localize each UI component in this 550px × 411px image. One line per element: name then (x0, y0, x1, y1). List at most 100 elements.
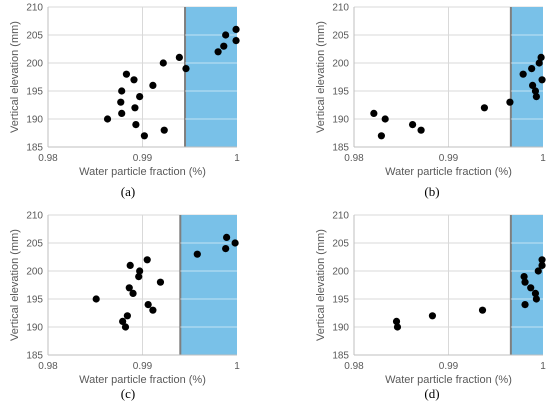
data-point (528, 65, 536, 73)
x-axis-title: Water particle fraction (%) (79, 374, 206, 386)
chart-panel: 185 190 195 200 205 210 0.98 0.99 1 Water particl… (9, 3, 240, 200)
x-tick-label: 0.98 (38, 153, 58, 164)
y-axis-title: Vertical elevation (mm) (9, 229, 21, 341)
data-point (140, 132, 148, 140)
data-point (214, 48, 222, 56)
data-point (527, 284, 535, 292)
y-tick-label: 195 (26, 87, 43, 98)
x-tick-label: 1 (234, 153, 240, 164)
data-point (377, 132, 386, 140)
x-tick-label: 1 (234, 361, 240, 372)
data-point (118, 87, 126, 95)
y-tick-label: 195 (332, 295, 349, 306)
y-tick-label: 185 (332, 351, 349, 362)
data-point (370, 109, 378, 117)
data-point (538, 76, 546, 84)
data-point (231, 239, 239, 247)
y-tick-label: 210 (26, 3, 43, 14)
data-point (519, 70, 527, 78)
chart-panel: 185 190 195 200 205 210 0.98 0.99 1 Water particl… (9, 211, 240, 402)
data-point (117, 98, 125, 106)
data-point (222, 31, 230, 39)
data-point (92, 295, 100, 303)
data-point (478, 306, 487, 314)
y-tick-label: 190 (332, 323, 349, 334)
data-point (220, 42, 228, 50)
y-tick-label: 200 (332, 59, 349, 70)
data-point (521, 278, 529, 286)
data-point (393, 323, 402, 331)
highlight-region (185, 7, 237, 147)
data-point (529, 81, 537, 89)
x-axis-title: Water particle fraction (%) (385, 166, 512, 178)
x-tick-label: 0.99 (133, 361, 153, 372)
data-point (143, 256, 151, 264)
y-tick-label: 185 (332, 143, 349, 154)
x-axis-title: Water particle fraction (%) (385, 374, 512, 386)
data-point (131, 104, 139, 112)
y-axis-title: Vertical elevation (mm) (315, 229, 327, 341)
data-point (521, 301, 529, 309)
y-tick-label: 200 (332, 267, 349, 278)
data-point (408, 121, 417, 129)
data-point (537, 53, 545, 62)
data-point (480, 104, 489, 112)
y-tick-label: 210 (332, 3, 349, 14)
chart-panel: 185 190 195 200 205 210 0.98 0.99 1 Water particl… (315, 3, 546, 200)
highlight-region (510, 7, 543, 147)
y-tick-label: 195 (26, 295, 43, 306)
data-point (135, 273, 143, 281)
data-point (132, 121, 140, 129)
data-point (149, 81, 157, 89)
y-tick-label: 210 (26, 211, 43, 222)
data-point (532, 93, 540, 101)
data-point (160, 126, 168, 134)
data-point (222, 245, 230, 253)
y-tick-label: 205 (332, 239, 349, 250)
data-point (534, 267, 542, 275)
chart-panel: 185 190 195 200 205 210 0.98 0.99 1 Water particl… (315, 211, 546, 402)
x-axis-title: Water particle fraction (%) (79, 166, 206, 178)
x-tick-label: 0.99 (133, 153, 153, 164)
x-tick-label: 0.98 (344, 361, 364, 372)
data-point (136, 93, 144, 101)
data-point (159, 59, 167, 67)
data-point (538, 261, 546, 269)
data-point (506, 98, 514, 106)
y-axis-title: Vertical elevation (mm) (315, 21, 327, 133)
data-point (232, 37, 240, 45)
data-point (232, 25, 240, 33)
data-point (520, 273, 528, 281)
y-tick-label: 195 (332, 87, 349, 98)
data-point (123, 312, 131, 320)
y-tick-label: 190 (26, 323, 43, 334)
data-point (129, 289, 137, 297)
panel-caption: (d) (424, 386, 439, 401)
y-tick-label: 200 (26, 59, 43, 70)
data-point (175, 53, 183, 62)
data-point (149, 306, 157, 314)
data-point (193, 250, 201, 258)
y-axis-title: Vertical elevation (mm) (9, 21, 21, 133)
y-tick-label: 185 (26, 143, 43, 154)
panel-caption: (c) (121, 386, 135, 401)
data-point (118, 109, 126, 117)
panel-caption: (b) (424, 184, 439, 199)
y-tick-label: 205 (26, 31, 43, 42)
data-point (417, 126, 425, 134)
y-tick-label: 185 (26, 351, 43, 362)
data-point (103, 115, 112, 123)
data-point (144, 301, 152, 309)
data-point (428, 312, 437, 320)
data-point (122, 70, 131, 78)
data-point (392, 317, 401, 325)
data-point (156, 278, 165, 286)
y-tick-label: 205 (26, 239, 43, 250)
panel-caption: (a) (121, 184, 135, 199)
data-point (119, 317, 127, 325)
x-tick-label: 0.99 (439, 361, 459, 372)
data-point (381, 115, 389, 123)
data-point (125, 284, 133, 292)
y-tick-label: 210 (332, 211, 349, 222)
y-tick-label: 190 (332, 115, 349, 126)
